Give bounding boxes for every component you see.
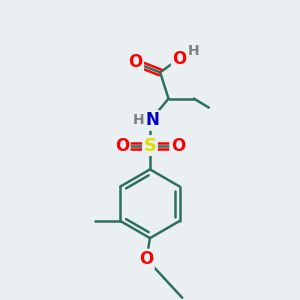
Text: O: O (171, 136, 185, 154)
Text: H: H (188, 44, 200, 58)
Text: O: O (139, 250, 154, 268)
Text: H: H (133, 113, 145, 128)
Text: O: O (172, 50, 186, 68)
Text: O: O (128, 52, 143, 70)
Text: O: O (115, 136, 129, 154)
Text: N: N (146, 111, 159, 129)
Text: S: S (143, 136, 157, 154)
